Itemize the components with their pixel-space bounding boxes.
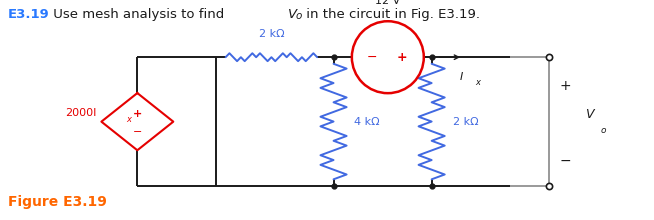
Text: o: o (296, 11, 302, 21)
Text: x: x (126, 115, 131, 124)
Text: +: + (396, 51, 407, 64)
Text: Figure E3.19: Figure E3.19 (8, 195, 107, 209)
Text: 2 kΩ: 2 kΩ (453, 117, 478, 126)
Text: Use mesh analysis to find: Use mesh analysis to find (49, 8, 228, 21)
Text: 4 kΩ: 4 kΩ (354, 117, 380, 126)
Text: V: V (288, 8, 297, 21)
Text: 2000I: 2000I (65, 108, 96, 118)
Text: o: o (600, 126, 606, 135)
Text: E3.19: E3.19 (8, 8, 50, 21)
Text: −: − (133, 127, 142, 137)
Text: in the circuit in Fig. E3.19.: in the circuit in Fig. E3.19. (302, 8, 480, 21)
Text: I: I (460, 72, 463, 81)
Text: +: + (560, 79, 572, 93)
Text: +: + (133, 109, 142, 119)
Text: 12 V: 12 V (375, 0, 400, 6)
Text: −: − (366, 51, 377, 64)
Text: 2 kΩ: 2 kΩ (258, 29, 284, 38)
Text: −: − (560, 154, 572, 168)
Text: V: V (585, 108, 594, 121)
Text: x: x (475, 78, 480, 87)
